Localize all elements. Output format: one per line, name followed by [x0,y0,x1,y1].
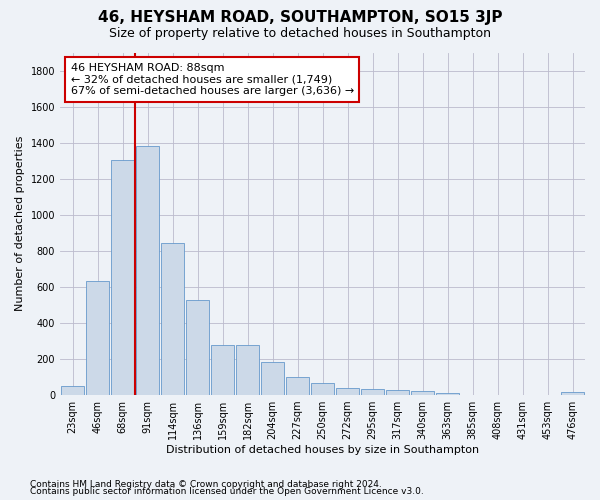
Text: 46 HEYSHAM ROAD: 88sqm
← 32% of detached houses are smaller (1,749)
67% of semi-: 46 HEYSHAM ROAD: 88sqm ← 32% of detached… [71,63,354,96]
Bar [311,384,334,395]
Bar [136,146,159,395]
Bar [286,377,309,395]
Bar [261,362,284,395]
Text: Contains HM Land Registry data © Crown copyright and database right 2024.: Contains HM Land Registry data © Crown c… [30,480,382,489]
Bar [361,389,384,395]
Bar [161,242,184,395]
Bar [386,390,409,395]
X-axis label: Distribution of detached houses by size in Southampton: Distribution of detached houses by size … [166,445,479,455]
Bar [561,392,584,395]
Bar [336,388,359,395]
Bar [436,393,459,395]
Text: 46, HEYSHAM ROAD, SOUTHAMPTON, SO15 3JP: 46, HEYSHAM ROAD, SOUTHAMPTON, SO15 3JP [98,10,502,25]
Bar [186,300,209,395]
Bar [236,346,259,395]
Text: Size of property relative to detached houses in Southampton: Size of property relative to detached ho… [109,28,491,40]
Bar [211,346,234,395]
Bar [411,391,434,395]
Bar [61,386,84,395]
Bar [111,160,134,395]
Text: Contains public sector information licensed under the Open Government Licence v3: Contains public sector information licen… [30,488,424,496]
Bar [86,280,109,395]
Y-axis label: Number of detached properties: Number of detached properties [15,136,25,312]
